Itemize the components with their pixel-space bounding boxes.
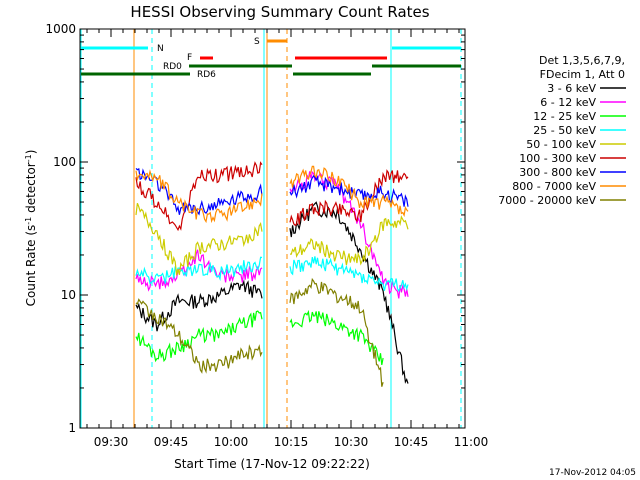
series-line-4-seg1 bbox=[135, 256, 263, 285]
series-line-6-seg1 bbox=[135, 161, 263, 232]
legend-entry-label: 300 - 800 keV bbox=[519, 166, 596, 179]
series-line-6-seg2 bbox=[289, 169, 409, 226]
legend-entry-label: 100 - 300 keV bbox=[519, 152, 596, 165]
x-tick-label: 10:30 bbox=[334, 435, 369, 449]
legend-entry-label: 800 - 7000 keV bbox=[512, 180, 596, 193]
series-line-2-seg2 bbox=[289, 170, 409, 299]
series-line-2-seg1 bbox=[135, 249, 263, 292]
legend-entry-label: 7000 - 20000 keV bbox=[498, 194, 596, 207]
legend-entry-label: 12 - 25 keV bbox=[533, 110, 596, 123]
x-tick-label: 09:45 bbox=[154, 435, 189, 449]
legend-entry-label: 25 - 50 keV bbox=[533, 124, 596, 137]
series-line-7-seg2 bbox=[289, 175, 409, 207]
x-tick-label: 10:15 bbox=[274, 435, 309, 449]
legend-entry-label: 50 - 100 keV bbox=[526, 138, 596, 151]
timestamp: 17-Nov-2012 04:05 bbox=[549, 468, 636, 478]
night-flag-label: N bbox=[157, 44, 164, 54]
flare-flag-label: F bbox=[187, 53, 192, 63]
series-line-9-seg2 bbox=[289, 277, 384, 387]
x-axis-label: Start Time (17-Nov-12 09:22:22) bbox=[174, 457, 370, 471]
y-tick-label: 10 bbox=[61, 288, 76, 302]
series-line-3-seg1 bbox=[135, 310, 263, 363]
series-line-8-seg1 bbox=[135, 169, 263, 224]
legend-header-line1: Det 1,3,5,6,7,9, bbox=[539, 54, 625, 67]
rd6-flag-label: RD6 bbox=[197, 70, 216, 80]
plot-frame bbox=[79, 28, 466, 429]
series-line-5-seg2 bbox=[290, 215, 409, 266]
y-axis-label: Count Rate (s-1 detector-1) bbox=[24, 150, 39, 307]
y-tick-label: 1000 bbox=[45, 22, 76, 36]
series-layer bbox=[135, 161, 409, 387]
x-tick-label: 11:00 bbox=[454, 435, 489, 449]
y-tick-label: 100 bbox=[53, 155, 76, 169]
series-line-4-seg2 bbox=[289, 256, 409, 293]
series-line-1-seg1 bbox=[135, 279, 263, 332]
flag-layer: N S F RD0 RD6 bbox=[80, 29, 462, 428]
series-line-7-seg1 bbox=[135, 167, 263, 216]
legend-entry-label: 6 - 12 keV bbox=[540, 96, 596, 109]
series-line-3-seg2 bbox=[289, 309, 384, 366]
x-tick-label: 10:45 bbox=[394, 435, 429, 449]
y-tick-label: 1 bbox=[68, 421, 76, 435]
series-line-9-seg1 bbox=[135, 298, 263, 374]
chart-title: HESSI Observing Summary Count Rates bbox=[130, 3, 429, 21]
series-line-8-seg2 bbox=[289, 165, 409, 218]
series-line-5-seg1 bbox=[135, 202, 263, 276]
legend-entry-label: 3 - 6 keV bbox=[547, 82, 596, 95]
x-axis: 09:30 09:45 10:00 10:15 10:30 10:45 11:00 bbox=[86, 29, 489, 449]
legend-header-line2: FDecim 1, Att 0 bbox=[540, 68, 625, 81]
x-tick-label: 10:00 bbox=[214, 435, 249, 449]
saa-flag-label: S bbox=[254, 37, 260, 47]
x-tick-label: 09:30 bbox=[94, 435, 129, 449]
rd0-flag-label: RD0 bbox=[163, 62, 182, 72]
y-axis: 1 10 100 1000 bbox=[45, 22, 465, 435]
